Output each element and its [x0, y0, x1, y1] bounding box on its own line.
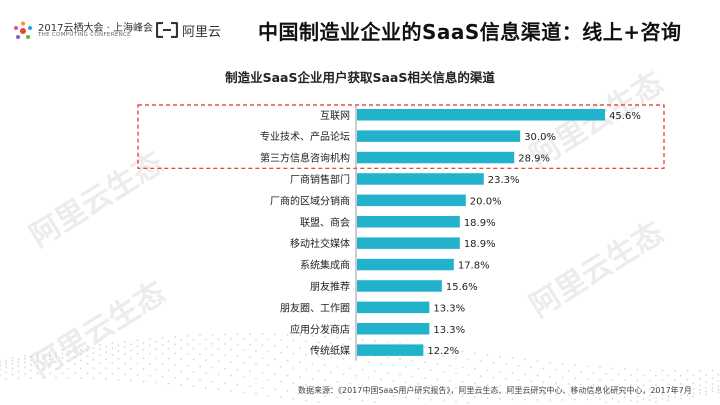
data-label: 45.6%: [609, 111, 641, 122]
category-label: 传统纸媒: [310, 344, 350, 357]
category-label: 系统集成商: [300, 259, 350, 272]
header: 2017云栖大会 · 上海峰会 THE COMPUTING CONFERENCE…: [0, 0, 720, 52]
conference-name: 2017云栖大会 · 上海峰会: [38, 23, 153, 34]
category-label: 第三方信息咨询机构: [260, 152, 350, 165]
bar: [357, 109, 606, 121]
category-label: 联盟、商会: [300, 216, 350, 229]
bar: [357, 258, 454, 271]
data-label: 13.3%: [433, 325, 465, 336]
conference-subtitle: THE COMPUTING CONFERENCE: [38, 32, 131, 38]
data-label: 13.3%: [433, 303, 465, 314]
data-label: 18.9%: [464, 239, 496, 250]
chart-title: 制造业SaaS企业用户获取SaaS相关信息的渠道: [225, 70, 495, 85]
page-title: 中国制造业企业的SaaS信息渠道：线上+咨询: [258, 20, 682, 44]
category-label: 专业技术、产品论坛: [260, 130, 350, 143]
bar: [357, 173, 484, 185]
category-label: 应用分发商店: [290, 323, 350, 336]
bar: [357, 194, 466, 207]
decorative-dot-wave: [0, 333, 720, 404]
bar: [357, 216, 460, 228]
data-label: 18.9%: [464, 218, 496, 229]
data-label: 28.9%: [518, 154, 550, 165]
bar: [357, 301, 430, 314]
data-source-note: 数据来源：《2017中国SaaS用户研究报告》，阿里云生态、阿里云研究中心、移动…: [298, 386, 692, 395]
data-label: 15.6%: [446, 282, 478, 293]
dot-wave-pattern: [0, 333, 720, 404]
category-label: 厂商的区域分销商: [270, 194, 350, 207]
bar: [357, 280, 442, 292]
category-label: 朋友推荐: [310, 280, 350, 293]
category-label: 互联网: [320, 110, 350, 122]
conference-logo: 2017云栖大会 · 上海峰会 THE COMPUTING CONFERENCE: [12, 18, 153, 44]
highlight-box: [137, 104, 665, 169]
bar: [357, 344, 424, 356]
category-label: 朋友圈、工作圈: [280, 301, 350, 314]
bar: [357, 323, 430, 335]
aliyun-mark-icon: [156, 22, 178, 38]
data-label: 30.0%: [524, 132, 556, 143]
bar: [357, 237, 460, 249]
data-label: 17.8%: [458, 261, 490, 272]
conference-mark-icon: [14, 21, 32, 39]
data-label: 20.0%: [470, 196, 502, 207]
data-label: 12.2%: [427, 346, 459, 357]
bar: [357, 151, 515, 164]
bar: [357, 130, 521, 142]
category-label: 厂商销售部门: [290, 173, 350, 186]
category-label: 移动社交媒体: [290, 237, 350, 250]
data-label: 23.3%: [488, 175, 520, 186]
brand-name: 阿里云: [182, 25, 222, 40]
